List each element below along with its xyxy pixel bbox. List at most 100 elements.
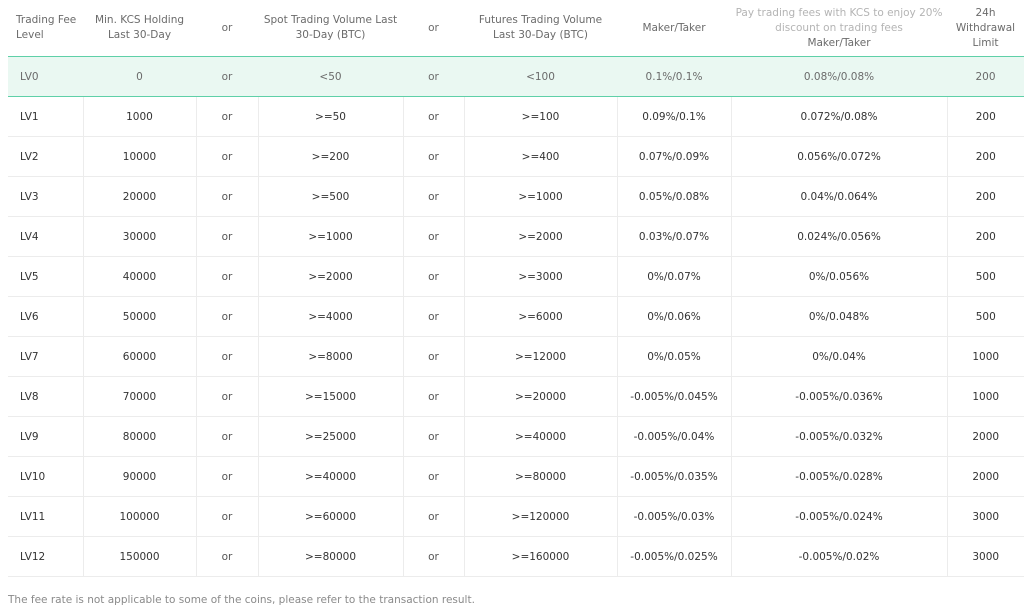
cell-futures-volume: >=12000 bbox=[464, 336, 618, 377]
table-body: LV0 0 or <50 or <100 0.1%/0.1% 0.08%/0.0… bbox=[8, 56, 1024, 577]
cell-or: or bbox=[196, 296, 259, 337]
cell-kcs-maker-taker: -0.005%/0.024% bbox=[731, 496, 948, 537]
cell-futures-volume: <100 bbox=[464, 56, 617, 97]
cell-maker-taker: -0.005%/0.04% bbox=[617, 416, 732, 457]
cell-min-kcs: 30000 bbox=[83, 216, 197, 257]
cell-maker-taker: -0.005%/0.035% bbox=[617, 456, 732, 497]
cell-spot-volume: >=2000 bbox=[258, 256, 404, 297]
cell-kcs-maker-taker: 0%/0.056% bbox=[731, 256, 948, 297]
cell-or: or bbox=[196, 496, 259, 537]
cell-or: or bbox=[196, 56, 258, 97]
cell-withdrawal-limit: 200 bbox=[947, 56, 1024, 97]
cell-level: LV1 bbox=[8, 96, 84, 137]
cell-withdrawal-limit: 3000 bbox=[947, 496, 1024, 537]
cell-level: LV11 bbox=[8, 496, 84, 537]
header-min-kcs-holding: Min. KCS Holding Last 30-Day bbox=[83, 0, 196, 57]
header-trading-fee-level: Trading Fee Level bbox=[8, 0, 83, 57]
fee-table: Trading Fee Level Min. KCS Holding Last … bbox=[8, 0, 1024, 577]
cell-level: LV8 bbox=[8, 376, 84, 417]
cell-maker-taker: -0.005%/0.03% bbox=[617, 496, 732, 537]
cell-or: or bbox=[196, 336, 259, 377]
table-row: LV6 50000 or >=4000 or >=6000 0%/0.06% 0… bbox=[8, 296, 1024, 337]
header-or-2: or bbox=[403, 0, 464, 57]
cell-level: LV6 bbox=[8, 296, 84, 337]
cell-or: or bbox=[403, 216, 465, 257]
cell-level: LV5 bbox=[8, 256, 84, 297]
cell-level: LV0 bbox=[8, 56, 83, 97]
footnote: The fee rate is not applicable to some o… bbox=[8, 594, 475, 606]
cell-min-kcs: 10000 bbox=[83, 136, 197, 177]
cell-futures-volume: >=40000 bbox=[464, 416, 618, 457]
cell-maker-taker: 0%/0.05% bbox=[617, 336, 732, 377]
cell-withdrawal-limit: 200 bbox=[947, 216, 1024, 257]
cell-or: or bbox=[196, 376, 259, 417]
table-row: LV1 1000 or >=50 or >=100 0.09%/0.1% 0.0… bbox=[8, 96, 1024, 137]
cell-min-kcs: 50000 bbox=[83, 296, 197, 337]
table-header: Trading Fee Level Min. KCS Holding Last … bbox=[8, 0, 1024, 57]
cell-withdrawal-limit: 2000 bbox=[947, 456, 1024, 497]
cell-withdrawal-limit: 2000 bbox=[947, 416, 1024, 457]
cell-min-kcs: 100000 bbox=[83, 496, 197, 537]
header-spot-volume: Spot Trading Volume Last 30-Day (BTC) bbox=[258, 0, 403, 57]
kcs-discount-note: Pay trading fees with KCS to enjoy 20% d… bbox=[735, 6, 943, 34]
table-row: LV8 70000 or >=15000 or >=20000 -0.005%/… bbox=[8, 376, 1024, 417]
header-kcs-maker-taker: Maker/Taker bbox=[807, 36, 871, 49]
table-row: LV4 30000 or >=1000 or >=2000 0.03%/0.07… bbox=[8, 216, 1024, 257]
cell-min-kcs: 80000 bbox=[83, 416, 197, 457]
cell-or: or bbox=[196, 216, 259, 257]
cell-spot-volume: >=8000 bbox=[258, 336, 404, 377]
header-withdrawal-limit: 24h Withdrawal Limit bbox=[947, 0, 1024, 57]
cell-futures-volume: >=400 bbox=[464, 136, 618, 177]
cell-maker-taker: 0.1%/0.1% bbox=[617, 56, 731, 97]
cell-or: or bbox=[196, 536, 259, 577]
cell-maker-taker: 0%/0.07% bbox=[617, 256, 732, 297]
cell-withdrawal-limit: 500 bbox=[947, 296, 1024, 337]
header-kcs-discount: Pay trading fees with KCS to enjoy 20% d… bbox=[731, 0, 947, 57]
cell-or: or bbox=[403, 176, 465, 217]
cell-maker-taker: -0.005%/0.025% bbox=[617, 536, 732, 577]
cell-level: LV2 bbox=[8, 136, 84, 177]
header-row: Trading Fee Level Min. KCS Holding Last … bbox=[8, 0, 1024, 57]
table-row: LV10 90000 or >=40000 or >=80000 -0.005%… bbox=[8, 456, 1024, 497]
cell-or: or bbox=[196, 416, 259, 457]
cell-kcs-maker-taker: -0.005%/0.02% bbox=[731, 536, 948, 577]
cell-level: LV7 bbox=[8, 336, 84, 377]
cell-or: or bbox=[403, 416, 465, 457]
table-row: LV12 150000 or >=80000 or >=160000 -0.00… bbox=[8, 536, 1024, 577]
cell-futures-volume: >=1000 bbox=[464, 176, 618, 217]
cell-min-kcs: 90000 bbox=[83, 456, 197, 497]
cell-or: or bbox=[196, 136, 259, 177]
cell-kcs-maker-taker: 0.072%/0.08% bbox=[731, 96, 948, 137]
cell-futures-volume: >=3000 bbox=[464, 256, 618, 297]
cell-level: LV10 bbox=[8, 456, 84, 497]
cell-kcs-maker-taker: -0.005%/0.028% bbox=[731, 456, 948, 497]
table-row: LV2 10000 or >=200 or >=400 0.07%/0.09% … bbox=[8, 136, 1024, 177]
cell-kcs-maker-taker: 0%/0.04% bbox=[731, 336, 948, 377]
table-row: LV3 20000 or >=500 or >=1000 0.05%/0.08%… bbox=[8, 176, 1024, 217]
cell-min-kcs: 150000 bbox=[83, 536, 197, 577]
cell-or: or bbox=[403, 256, 465, 297]
header-or-1: or bbox=[196, 0, 258, 57]
cell-withdrawal-limit: 500 bbox=[947, 256, 1024, 297]
cell-futures-volume: >=80000 bbox=[464, 456, 618, 497]
cell-maker-taker: 0.05%/0.08% bbox=[617, 176, 732, 217]
header-futures-volume: Futures Trading Volume Last 30-Day (BTC) bbox=[464, 0, 617, 57]
table-row-current: LV0 0 or <50 or <100 0.1%/0.1% 0.08%/0.0… bbox=[8, 56, 1024, 97]
cell-spot-volume: >=1000 bbox=[258, 216, 404, 257]
cell-level: LV12 bbox=[8, 536, 84, 577]
cell-withdrawal-limit: 3000 bbox=[947, 536, 1024, 577]
cell-min-kcs: 70000 bbox=[83, 376, 197, 417]
cell-futures-volume: >=6000 bbox=[464, 296, 618, 337]
cell-spot-volume: >=15000 bbox=[258, 376, 404, 417]
cell-withdrawal-limit: 200 bbox=[947, 176, 1024, 217]
cell-or: or bbox=[403, 336, 465, 377]
cell-or: or bbox=[196, 176, 259, 217]
cell-spot-volume: >=4000 bbox=[258, 296, 404, 337]
cell-kcs-maker-taker: 0.056%/0.072% bbox=[731, 136, 948, 177]
cell-spot-volume: >=80000 bbox=[258, 536, 404, 577]
cell-level: LV9 bbox=[8, 416, 84, 457]
cell-withdrawal-limit: 1000 bbox=[947, 376, 1024, 417]
cell-maker-taker: 0.07%/0.09% bbox=[617, 136, 732, 177]
table-row: LV9 80000 or >=25000 or >=40000 -0.005%/… bbox=[8, 416, 1024, 457]
cell-spot-volume: >=40000 bbox=[258, 456, 404, 497]
